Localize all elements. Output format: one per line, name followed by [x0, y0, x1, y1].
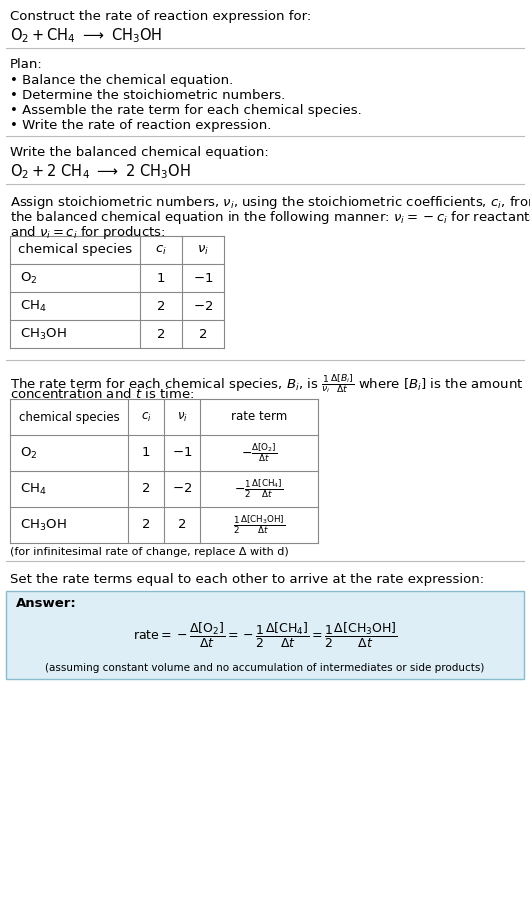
Text: $\frac{1}{2}\frac{\Delta[\mathrm{CH_3OH}]}{\Delta t}$: $\frac{1}{2}\frac{\Delta[\mathrm{CH_3OH}… — [233, 513, 285, 536]
Text: 1: 1 — [142, 447, 150, 460]
Text: Assign stoichiometric numbers, $\nu_i$, using the stoichiometric coefficients, $: Assign stoichiometric numbers, $\nu_i$, … — [10, 194, 530, 211]
FancyBboxPatch shape — [6, 591, 524, 679]
Text: (for infinitesimal rate of change, replace Δ with d): (for infinitesimal rate of change, repla… — [10, 547, 289, 557]
Text: $-\frac{\Delta[\mathrm{O_2}]}{\Delta t}$: $-\frac{\Delta[\mathrm{O_2}]}{\Delta t}$ — [241, 441, 277, 464]
Text: and $\nu_i = c_i$ for products:: and $\nu_i = c_i$ for products: — [10, 224, 165, 241]
Text: $\mathrm{CH_4}$: $\mathrm{CH_4}$ — [20, 298, 47, 314]
Text: $-1$: $-1$ — [193, 271, 213, 285]
Text: $-2$: $-2$ — [193, 299, 213, 312]
Text: $-2$: $-2$ — [172, 482, 192, 496]
Text: $\mathrm{CH_4}$: $\mathrm{CH_4}$ — [20, 481, 47, 497]
Text: $\mathrm{O_2}$: $\mathrm{O_2}$ — [20, 446, 38, 460]
Text: $-\frac{1}{2}\frac{\Delta[\mathrm{CH_4}]}{\Delta t}$: $-\frac{1}{2}\frac{\Delta[\mathrm{CH_4}]… — [234, 478, 284, 500]
Text: chemical species: chemical species — [19, 410, 119, 423]
Text: $\nu_i$: $\nu_i$ — [176, 410, 188, 423]
Text: (assuming constant volume and no accumulation of intermediates or side products): (assuming constant volume and no accumul… — [45, 663, 485, 673]
Text: 2: 2 — [142, 519, 150, 531]
Text: Answer:: Answer: — [16, 597, 77, 610]
Text: • Balance the chemical equation.: • Balance the chemical equation. — [10, 74, 233, 87]
Text: $c_i$: $c_i$ — [140, 410, 152, 423]
Text: rate term: rate term — [231, 410, 287, 423]
Text: $\mathrm{O_2 + CH_4\ \longrightarrow\ CH_3OH}$: $\mathrm{O_2 + CH_4\ \longrightarrow\ CH… — [10, 26, 162, 45]
Text: Set the rate terms equal to each other to arrive at the rate expression:: Set the rate terms equal to each other t… — [10, 573, 484, 586]
Text: The rate term for each chemical species, $B_i$, is $\frac{1}{\nu_i}\frac{\Delta[: The rate term for each chemical species,… — [10, 372, 524, 395]
Text: • Write the rate of reaction expression.: • Write the rate of reaction expression. — [10, 119, 271, 132]
Text: 2: 2 — [157, 328, 165, 340]
Text: 2: 2 — [178, 519, 186, 531]
Text: Construct the rate of reaction expression for:: Construct the rate of reaction expressio… — [10, 10, 311, 23]
Text: concentration and $t$ is time:: concentration and $t$ is time: — [10, 387, 194, 401]
Text: 2: 2 — [199, 328, 207, 340]
Text: $\mathrm{O_2}$: $\mathrm{O_2}$ — [20, 270, 38, 286]
Text: $c_i$: $c_i$ — [155, 244, 167, 257]
Text: 2: 2 — [142, 482, 150, 496]
Text: $\nu_i$: $\nu_i$ — [197, 244, 209, 257]
Text: the balanced chemical equation in the following manner: $\nu_i = -c_i$ for react: the balanced chemical equation in the fo… — [10, 209, 530, 226]
Text: $\mathrm{O_2 + 2\ CH_4\ \longrightarrow\ 2\ CH_3OH}$: $\mathrm{O_2 + 2\ CH_4\ \longrightarrow\… — [10, 162, 190, 181]
Text: • Determine the stoichiometric numbers.: • Determine the stoichiometric numbers. — [10, 89, 285, 102]
Text: Write the balanced chemical equation:: Write the balanced chemical equation: — [10, 146, 269, 159]
Text: 2: 2 — [157, 299, 165, 312]
Text: $\mathrm{CH_3OH}$: $\mathrm{CH_3OH}$ — [20, 327, 67, 341]
Text: chemical species: chemical species — [18, 244, 132, 257]
Text: • Assemble the rate term for each chemical species.: • Assemble the rate term for each chemic… — [10, 104, 362, 117]
Text: $\mathrm{CH_3OH}$: $\mathrm{CH_3OH}$ — [20, 518, 67, 532]
Text: Plan:: Plan: — [10, 58, 43, 71]
Text: 1: 1 — [157, 271, 165, 285]
Text: $\mathrm{rate} = -\dfrac{\Delta[\mathrm{O_2}]}{\Delta t} = -\dfrac{1}{2}\dfrac{\: $\mathrm{rate} = -\dfrac{\Delta[\mathrm{… — [132, 621, 398, 650]
Text: $-1$: $-1$ — [172, 447, 192, 460]
